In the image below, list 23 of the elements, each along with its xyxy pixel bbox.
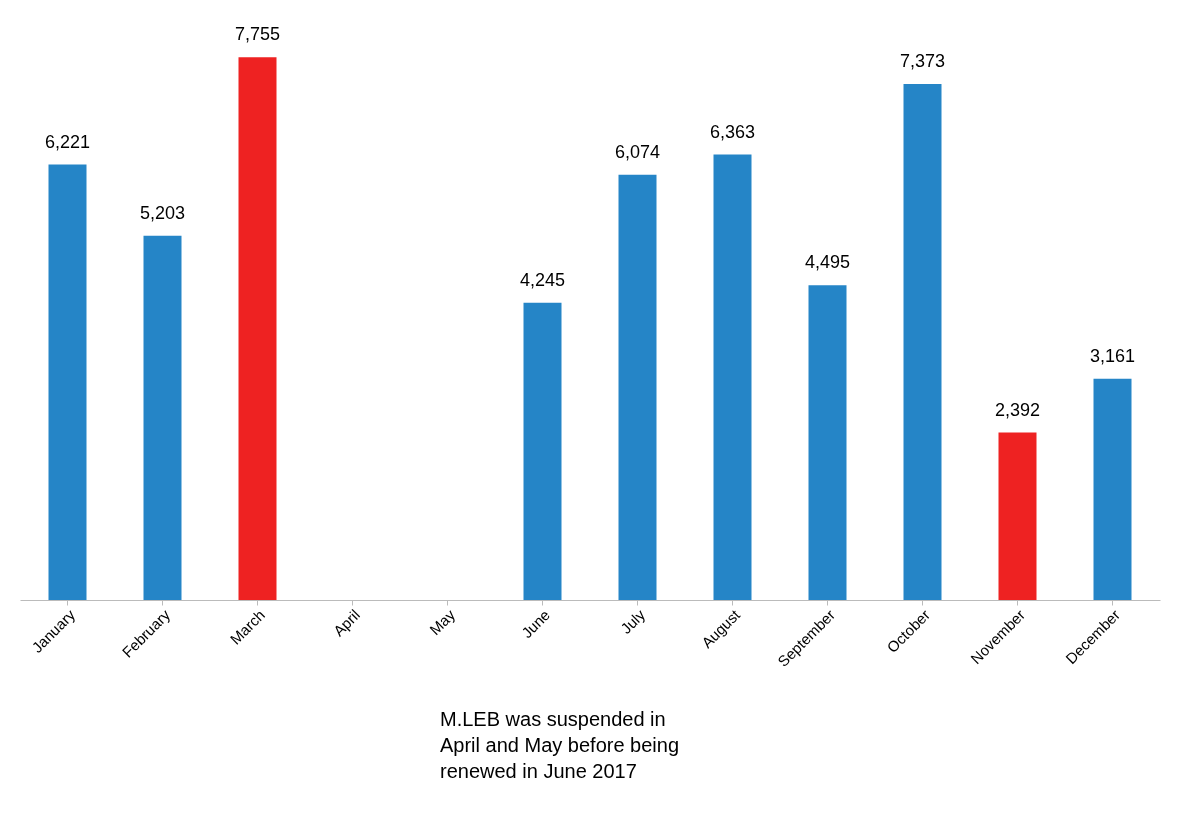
x-tick-label: May [426, 605, 459, 639]
bar [238, 57, 277, 600]
x-tick-label: July [617, 605, 649, 637]
data-label: 3,161 [1089, 345, 1136, 366]
bar [143, 235, 182, 600]
bar [903, 83, 942, 600]
data-label: 2,392 [994, 399, 1041, 420]
data-label: 4,245 [519, 269, 566, 290]
bar [998, 432, 1037, 600]
bar [713, 154, 752, 600]
text: M.LEB was suspended in April and May before being renewed in June 2017 [440, 708, 680, 782]
bar [618, 174, 657, 600]
data-label: 6,363 [709, 121, 756, 142]
data-label: 7,373 [899, 50, 946, 71]
data-label: 6,074 [614, 141, 661, 162]
data-label: 4,495 [804, 252, 851, 273]
data-label: 7,755 [234, 24, 281, 45]
data-label: 6,221 [44, 131, 91, 152]
bar [48, 164, 87, 600]
bar [523, 302, 562, 600]
bar [808, 285, 847, 600]
data-label: 5,203 [139, 202, 186, 223]
bar [1093, 378, 1132, 600]
